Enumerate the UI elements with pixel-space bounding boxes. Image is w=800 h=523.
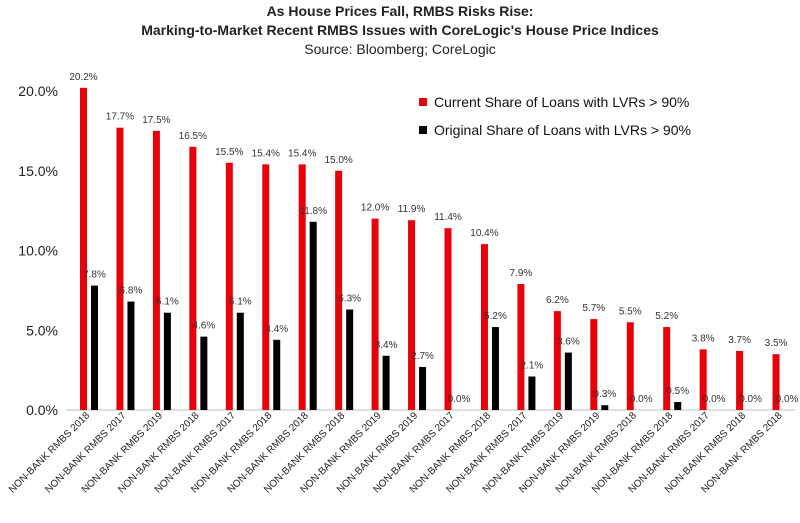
data-label-original: 11.8%	[299, 206, 327, 217]
bar-current	[553, 311, 561, 410]
chart-subtitle: Marking-to-Market Recent RMBS Issues wit…	[141, 22, 659, 38]
bar-current	[444, 228, 452, 410]
data-label-current: 17.5%	[142, 115, 170, 126]
data-label-original: 0.0%	[739, 394, 762, 405]
bar-current	[371, 218, 379, 410]
bar-original	[309, 221, 317, 410]
data-label-current: 3.5%	[765, 338, 788, 349]
data-label-original: 7.8%	[83, 270, 106, 281]
data-label-current: 15.4%	[252, 148, 280, 159]
data-label-current: 12.0%	[361, 203, 389, 214]
data-label-original: 0.0%	[630, 394, 653, 405]
bar-current	[736, 350, 744, 410]
chart-titles: As House Prices Fall, RMBS Risks Rise: M…	[0, 2, 800, 59]
bar-current	[262, 164, 270, 410]
data-label-current: 7.9%	[510, 268, 533, 279]
data-label-original: 0.3%	[593, 389, 616, 400]
data-label-current: 15.5%	[215, 147, 243, 158]
data-label-current: 15.0%	[324, 155, 352, 166]
data-label-original: 3.6%	[557, 337, 580, 348]
data-label-original: 0.5%	[666, 386, 689, 397]
bar-current	[699, 349, 707, 410]
bar-original	[382, 355, 390, 410]
bar-current	[772, 354, 780, 410]
data-label-original: 0.0%	[776, 394, 799, 405]
bar-current	[480, 244, 488, 410]
data-label-current: 5.5%	[619, 306, 642, 317]
bar-current	[189, 146, 197, 410]
data-label-original: 0.0%	[448, 394, 471, 405]
legend-swatch-current	[419, 98, 427, 106]
y-tick-label: 5.0%	[26, 322, 58, 338]
data-label-original: 2.1%	[521, 361, 544, 372]
bar-original	[346, 309, 354, 410]
legend-label-current: Current Share of Loans with LVRs > 90%	[434, 94, 689, 110]
data-label-current: 11.9%	[398, 204, 426, 215]
bar-original	[163, 312, 171, 410]
data-label-current: 3.8%	[692, 333, 715, 344]
y-tick-label: 15.0%	[18, 163, 58, 179]
bar-original	[528, 376, 536, 410]
data-label-current: 3.7%	[728, 335, 751, 346]
chart-source: Source: Bloomberg; CoreLogic	[304, 41, 496, 57]
chart-title: As House Prices Fall, RMBS Risks Rise:	[266, 3, 534, 19]
data-label-current: 10.4%	[470, 228, 498, 239]
bar-current	[225, 162, 233, 410]
bar-current	[408, 220, 416, 410]
bar-original	[273, 339, 281, 410]
data-label-current: 5.7%	[582, 303, 605, 314]
data-label-current: 6.2%	[546, 295, 569, 306]
data-label-original: 4.4%	[265, 324, 288, 335]
bar-original	[236, 312, 244, 410]
data-label-original: 5.2%	[484, 311, 507, 322]
data-label-current: 15.4%	[288, 148, 316, 159]
bar-current	[663, 327, 671, 410]
data-label-original: 0.0%	[703, 394, 726, 405]
y-tick-label: 10.0%	[18, 243, 58, 259]
bar-original	[91, 285, 98, 410]
data-label-original: 2.7%	[411, 351, 434, 362]
bar-original	[127, 301, 135, 410]
bar-original	[491, 327, 499, 410]
data-label-original: 6.3%	[338, 294, 361, 305]
bar-current	[80, 87, 87, 410]
bar-original	[200, 336, 208, 410]
bar-current	[590, 319, 598, 410]
data-label-current: 5.2%	[655, 311, 678, 322]
data-label-current: 20.2%	[69, 72, 97, 83]
data-label-current: 16.5%	[179, 131, 207, 142]
bar-current	[298, 164, 306, 410]
data-label-original: 3.4%	[375, 340, 398, 351]
bar-original	[419, 366, 427, 410]
bar-current	[116, 127, 124, 410]
bar-current	[517, 283, 525, 410]
legend-label-original: Original Share of Loans with LVRs > 90%	[434, 122, 691, 138]
bar-current	[335, 170, 343, 410]
bar-current	[152, 130, 160, 410]
y-tick-label: 20.0%	[18, 83, 58, 99]
data-label-original: 6.1%	[229, 297, 252, 308]
y-tick-label: 0.0%	[26, 402, 58, 418]
bar-current	[626, 322, 634, 410]
data-label-original: 6.8%	[120, 286, 143, 297]
bar-original	[564, 352, 572, 410]
data-label-original: 4.6%	[192, 321, 215, 332]
bar-original	[601, 405, 609, 410]
data-label-current: 17.7%	[106, 112, 134, 123]
bar-original	[674, 402, 682, 410]
data-label-original: 6.1%	[156, 297, 179, 308]
legend-swatch-original	[419, 126, 427, 134]
data-label-current: 11.4%	[434, 212, 462, 223]
